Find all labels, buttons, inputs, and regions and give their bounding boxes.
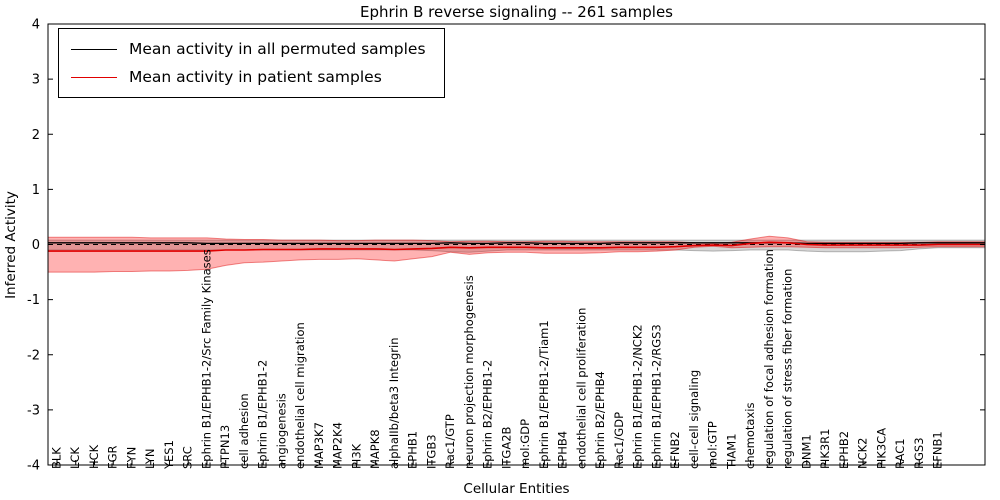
svg-text:HCK: HCK [87,444,101,469]
svg-text:4: 4 [32,18,40,33]
svg-text:PIK3R1: PIK3R1 [818,429,832,470]
svg-text:3: 3 [32,73,40,88]
svg-text:endothelial cell migration: endothelial cell migration [293,322,307,469]
svg-text:regulation of stress fiber for: regulation of stress fiber formation [781,269,795,469]
svg-text:DNM1: DNM1 [799,434,813,469]
svg-text:-4: -4 [27,459,40,474]
chart-title: Ephrin B reverse signaling -- 261 sample… [359,3,673,21]
svg-text:Ephrin B1/EPHB1-2/NCK2: Ephrin B1/EPHB1-2/NCK2 [631,324,645,469]
svg-text:MAP2K4: MAP2K4 [331,422,345,469]
svg-text:regulation of focal adhesion f: regulation of focal adhesion formation [762,249,776,469]
svg-text:EPHB2: EPHB2 [837,431,851,469]
svg-text:cell-cell signaling: cell-cell signaling [687,370,701,469]
svg-text:MAP3K7: MAP3K7 [312,422,326,469]
svg-text:neuron projection morphogenesi: neuron projection morphogenesis [462,275,476,469]
svg-text:angiogenesis: angiogenesis [274,393,288,469]
svg-text:Ephrin B2/EPHB4: Ephrin B2/EPHB4 [593,371,607,469]
svg-text:-2: -2 [27,348,40,363]
svg-text:Rac1/GDP: Rac1/GDP [612,412,626,469]
svg-text:EFNB2: EFNB2 [668,431,682,469]
svg-text:FGR: FGR [106,445,120,469]
svg-text:YES1: YES1 [162,440,176,470]
svg-text:EPHB1: EPHB1 [406,431,420,469]
y-axis-label: Inferred Activity [3,191,19,299]
legend-item-patient: Mean activity in patient samples [71,64,426,90]
svg-text:endothelial cell proliferation: endothelial cell proliferation [574,308,588,469]
legend-line-patient-icon [71,76,117,78]
svg-text:MAPK8: MAPK8 [368,429,382,469]
svg-text:1: 1 [32,183,40,198]
svg-text:-3: -3 [27,403,40,418]
svg-text:BLK: BLK [50,447,64,469]
svg-text:-1: -1 [27,293,40,308]
svg-text:ITGA2B: ITGA2B [499,426,513,469]
svg-text:Rac1/GTP: Rac1/GTP [443,414,457,469]
svg-text:mol:GDP: mol:GDP [518,419,532,469]
svg-text:PTPN13: PTPN13 [218,425,232,469]
legend-line-permuted-icon [71,48,117,50]
svg-text:SRC: SRC [181,446,195,469]
svg-text:RGS3: RGS3 [912,437,926,469]
svg-text:Ephrin B1/EPHB1-2/Src Family K: Ephrin B1/EPHB1-2/Src Family Kinases [200,249,214,469]
legend-label-permuted: Mean activity in all permuted samples [129,40,426,58]
svg-text:EPHB4: EPHB4 [556,431,570,469]
svg-text:LCK: LCK [68,447,82,469]
x-axis-label: Cellular Entities [463,481,570,497]
svg-text:PIK3CA: PIK3CA [874,428,888,469]
svg-text:ITGB3: ITGB3 [424,434,438,469]
svg-text:PI3K: PI3K [349,443,363,469]
svg-text:TIAM1: TIAM1 [724,433,738,470]
svg-text:NCK2: NCK2 [856,438,870,470]
legend-item-permuted: Mean activity in all permuted samples [71,36,426,62]
svg-text:Ephrin B2/EPHB1-2: Ephrin B2/EPHB1-2 [481,360,495,469]
svg-text:FYN: FYN [125,447,139,469]
svg-text:Ephrin B1/EPHB1-2/RGS3: Ephrin B1/EPHB1-2/RGS3 [649,324,663,469]
svg-text:Ephrin B1/EPHB1-2/Tiam1: Ephrin B1/EPHB1-2/Tiam1 [537,320,551,469]
svg-text:alphaIIb/beta3 Integrin: alphaIIb/beta3 Integrin [387,337,401,469]
svg-text:2: 2 [32,128,40,143]
svg-text:mol:GTP: mol:GTP [706,421,720,469]
svg-text:RAC1: RAC1 [893,438,907,469]
svg-text:Ephrin B1/EPHB1-2: Ephrin B1/EPHB1-2 [256,360,270,469]
legend-label-patient: Mean activity in patient samples [129,68,382,86]
legend: Mean activity in all permuted samples Me… [58,28,445,98]
svg-text:EFNB1: EFNB1 [931,431,945,469]
svg-text:chemotaxis: chemotaxis [743,403,757,469]
svg-text:LYN: LYN [143,448,157,469]
svg-text:0: 0 [32,238,40,253]
svg-text:cell adhesion: cell adhesion [237,393,251,469]
